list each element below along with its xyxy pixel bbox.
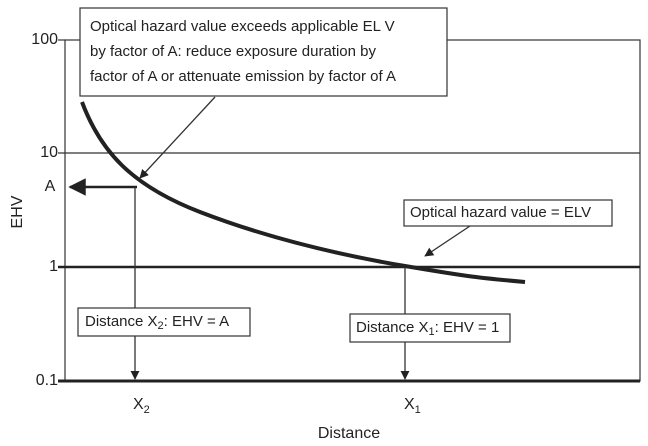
x-axis-label: Distance bbox=[318, 425, 380, 442]
letter: X bbox=[404, 396, 415, 413]
text-part: Distance X bbox=[85, 313, 158, 330]
arrow bbox=[424, 225, 471, 257]
letter: X bbox=[133, 396, 144, 413]
annotation-box bbox=[79, 7, 448, 97]
annotation-box bbox=[403, 199, 613, 227]
annotation-line: Optical hazard value exceeds applicable … bbox=[90, 18, 395, 35]
subscript: 1 bbox=[415, 404, 421, 416]
annotation-box bbox=[349, 313, 511, 343]
text-part: : EHV = A bbox=[164, 313, 229, 330]
annotation-text: Distance X1: EHV = 1 bbox=[356, 319, 499, 338]
arrow bbox=[139, 96, 216, 179]
text-part: : EHV = 1 bbox=[435, 319, 500, 336]
y-tick-label: 10 bbox=[40, 144, 58, 161]
y-tick-label: 100 bbox=[31, 31, 58, 48]
y-tick-label: 0.1 bbox=[36, 372, 58, 389]
subscript: 2 bbox=[158, 320, 164, 332]
x-mark-label: X1 bbox=[404, 396, 421, 416]
subscript: 2 bbox=[144, 404, 150, 416]
annotation-box bbox=[77, 307, 251, 337]
annotation-line: by factor of A: reduce exposure duration… bbox=[90, 43, 377, 60]
ehv-curve bbox=[80, 101, 526, 284]
a-label: A bbox=[45, 178, 56, 195]
annotation-text: Distance X2: EHV = A bbox=[85, 313, 229, 332]
y-axis-label: EHV bbox=[9, 195, 26, 228]
x-mark-label: X2 bbox=[133, 396, 150, 416]
annotation-line: factor of A or attenuate emission by fac… bbox=[90, 68, 396, 85]
annotation-text: Optical hazard value = ELV bbox=[410, 204, 591, 221]
text-part: Distance X bbox=[356, 319, 429, 336]
subscript: 1 bbox=[429, 326, 435, 338]
y-tick-label: 1 bbox=[49, 258, 58, 275]
